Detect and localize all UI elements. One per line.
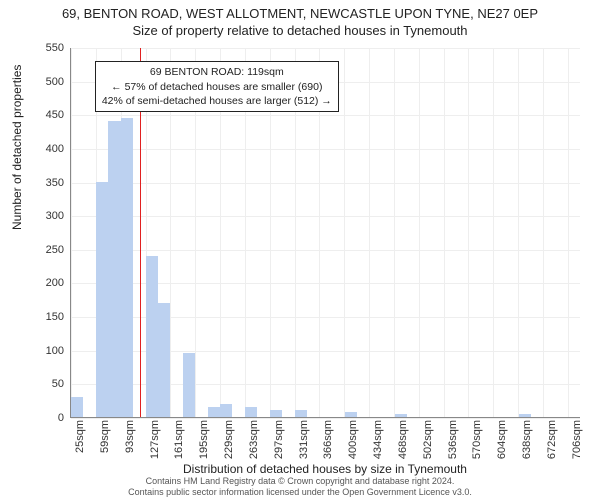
annotation-line1: 69 BENTON ROAD: 119sqm [102, 65, 332, 79]
xtick-label: 297sqm [273, 420, 285, 459]
gridline-vertical [518, 48, 519, 417]
gridline-horizontal [71, 115, 580, 116]
xtick-label: 706sqm [571, 420, 583, 459]
gridline-vertical [394, 48, 395, 417]
xtick-label: 536sqm [447, 420, 459, 459]
ytick-label: 450 [24, 109, 64, 121]
histogram-bar [345, 412, 357, 417]
ytick-label: 100 [24, 345, 64, 357]
gridline-vertical [71, 48, 72, 417]
gridline-horizontal [71, 48, 580, 49]
annotation-line2: ← 57% of detached houses are smaller (69… [102, 80, 332, 94]
footer-line1: Contains HM Land Registry data © Crown c… [0, 476, 600, 487]
footer-line2: Contains public sector information licen… [0, 487, 600, 498]
histogram-bar [395, 414, 407, 417]
gridline-vertical [444, 48, 445, 417]
ytick-label: 250 [24, 244, 64, 256]
xtick-label: 638sqm [521, 420, 533, 459]
histogram-bar [96, 182, 108, 417]
histogram-bar [121, 118, 133, 417]
histogram-bar [295, 410, 307, 417]
ytick-label: 550 [24, 42, 64, 54]
chart-supertitle: 69, BENTON ROAD, WEST ALLOTMENT, NEWCAST… [0, 0, 600, 21]
xtick-label: 127sqm [149, 420, 161, 459]
y-axis-label: Number of detached properties [10, 65, 24, 230]
xtick-label: 400sqm [347, 420, 359, 459]
chart-container: 69, BENTON ROAD, WEST ALLOTMENT, NEWCAST… [0, 0, 600, 500]
ytick-label: 500 [24, 76, 64, 88]
xtick-label: 161sqm [173, 420, 185, 459]
xtick-label: 331sqm [298, 420, 310, 459]
xtick-label: 59sqm [99, 420, 111, 453]
xtick-label: 366sqm [322, 420, 334, 459]
gridline-vertical [344, 48, 345, 417]
xtick-label: 468sqm [397, 420, 409, 459]
histogram-bar [245, 407, 257, 417]
gridline-vertical [543, 48, 544, 417]
footer-attribution: Contains HM Land Registry data © Crown c… [0, 476, 600, 499]
histogram-bar [108, 121, 120, 417]
ytick-label: 50 [24, 378, 64, 390]
xtick-label: 502sqm [422, 420, 434, 459]
xtick-label: 434sqm [372, 420, 384, 459]
ytick-label: 400 [24, 143, 64, 155]
chart-title: Size of property relative to detached ho… [0, 21, 600, 38]
annotation-line3: 42% of semi-detached houses are larger (… [102, 94, 332, 108]
ytick-label: 300 [24, 210, 64, 222]
annotation-box: 69 BENTON ROAD: 119sqm ← 57% of detached… [95, 61, 339, 112]
gridline-vertical [568, 48, 569, 417]
ytick-label: 350 [24, 177, 64, 189]
histogram-bar [183, 353, 195, 417]
xtick-label: 263sqm [248, 420, 260, 459]
xtick-label: 25sqm [74, 420, 86, 453]
chart-area: 69 BENTON ROAD: 119sqm ← 57% of detached… [70, 48, 580, 418]
gridline-horizontal [71, 250, 580, 251]
gridline-horizontal [71, 418, 580, 419]
xtick-label: 604sqm [496, 420, 508, 459]
histogram-bar [146, 256, 158, 417]
gridline-vertical [369, 48, 370, 417]
ytick-label: 200 [24, 277, 64, 289]
x-axis-label: Distribution of detached houses by size … [70, 462, 580, 476]
ytick-label: 0 [24, 412, 64, 424]
xtick-label: 93sqm [124, 420, 136, 453]
histogram-bar [208, 407, 220, 417]
xtick-label: 672sqm [546, 420, 558, 459]
histogram-bar [220, 404, 232, 417]
xtick-label: 570sqm [471, 420, 483, 459]
ytick-label: 150 [24, 311, 64, 323]
gridline-vertical [419, 48, 420, 417]
gridline-vertical [493, 48, 494, 417]
gridline-horizontal [71, 183, 580, 184]
xtick-label: 229sqm [223, 420, 235, 459]
histogram-bar [519, 414, 531, 417]
histogram-bar [71, 397, 83, 417]
gridline-vertical [468, 48, 469, 417]
histogram-bar [158, 303, 170, 417]
gridline-horizontal [71, 149, 580, 150]
histogram-bar [270, 410, 282, 417]
gridline-horizontal [71, 216, 580, 217]
xtick-label: 195sqm [198, 420, 210, 459]
